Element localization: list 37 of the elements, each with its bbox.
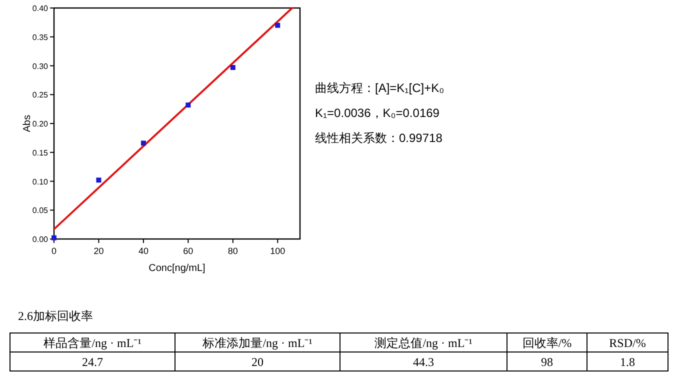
y-tick-label: 0.10	[32, 177, 49, 186]
y-axis-title: Abs	[22, 114, 33, 132]
text: 曲线方程：[A]=K₁[C]+K₀	[315, 81, 444, 95]
x-tick-label: 20	[94, 246, 104, 256]
y-tick-label: 0.00	[32, 235, 49, 244]
y-tick-label: 0.05	[32, 206, 49, 216]
text: 44.3	[413, 355, 434, 369]
x-tick-label: 40	[138, 246, 148, 256]
x-tick-label: 60	[183, 246, 194, 256]
point	[275, 22, 280, 28]
y-tick-label: 0.15	[32, 148, 49, 158]
text: 回收率/%	[522, 336, 572, 350]
x-tick-label: 0	[51, 246, 57, 256]
text: 24.7	[82, 355, 103, 369]
y-tick-label: 0.30	[32, 62, 49, 71]
text: 1.8	[620, 355, 635, 369]
text: 线性相关系数：0.99718	[315, 131, 443, 145]
point	[186, 102, 191, 108]
text: 标准添加量/ng · mL⁻¹	[202, 336, 313, 350]
x-tick-label: 80	[228, 246, 238, 256]
y-tick-label: 0.25	[32, 90, 49, 100]
y-tick-label: 0.35	[32, 32, 49, 42]
text: 测定总值/ng · mL⁻¹	[374, 336, 473, 350]
x-tick-label: 100	[270, 246, 286, 256]
y-tick-label: 0.20	[32, 120, 49, 128]
text: 98	[541, 355, 553, 369]
point	[96, 178, 102, 183]
x-axis-title: Conc[ng/mL]	[148, 263, 206, 274]
text: 20	[252, 355, 264, 369]
text: 样品含量/ng · mL⁻¹	[44, 336, 142, 350]
point	[52, 235, 56, 240]
y-tick-label: 0.40	[32, 4, 49, 13]
point	[140, 140, 146, 146]
point	[230, 64, 236, 70]
text: RSD/%	[609, 336, 646, 350]
text: 2.6加标回收率	[18, 309, 93, 323]
text: K₁=0.0036，K₀=0.0169	[315, 106, 440, 120]
